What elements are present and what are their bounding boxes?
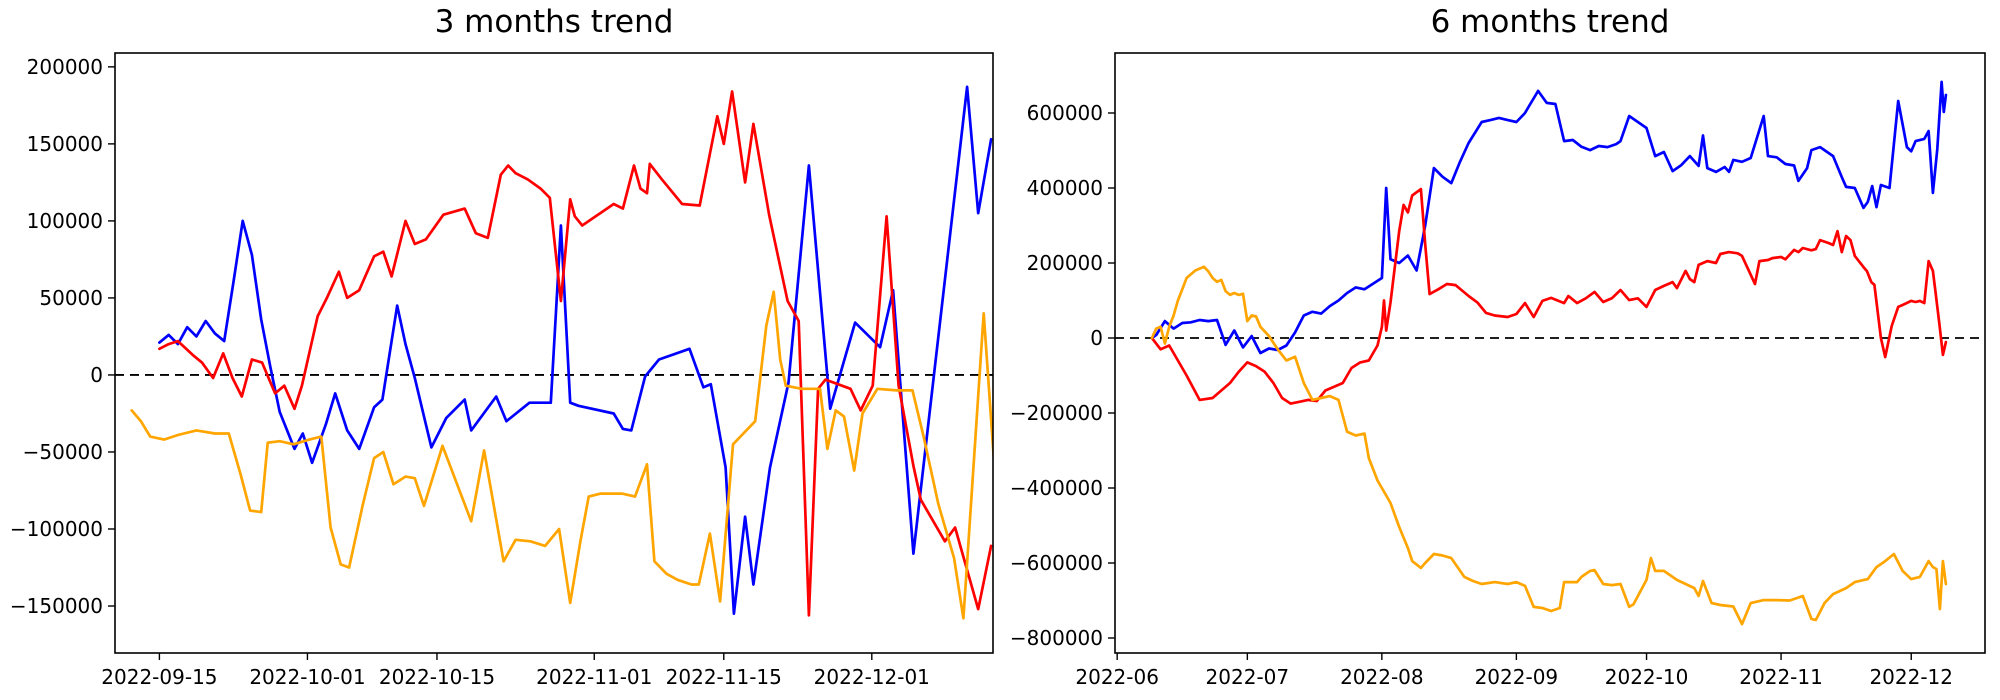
y-tick-label: 150000 (27, 132, 103, 156)
y-tick-label: −600000 (1010, 551, 1103, 575)
series-line-orange (1150, 265, 1948, 626)
y-tick-label: 400000 (1027, 176, 1103, 200)
y-tick-label: 100000 (27, 209, 103, 233)
x-tick-label: 2022-08 (1340, 665, 1424, 689)
series-line-red (1150, 187, 1948, 405)
chart-title-3-months: 3 months trend (434, 4, 674, 40)
x-tick-label: 2022-09-15 (101, 665, 217, 689)
y-tick-label: 50000 (39, 286, 103, 310)
x-tick-label: 2022-12-01 (814, 665, 930, 689)
x-tick-label: 2022-11-01 (536, 665, 652, 689)
chart-panel-1: 600000 400000 200000 0 −200000 −400000 −600000… (1010, 52, 1986, 689)
y-tick-label: 0 (1090, 326, 1103, 350)
chart-title-6-months: 6 months trend (1430, 4, 1670, 40)
x-tick-label: 2022-10-15 (379, 665, 495, 689)
y-tick-label: −150000 (10, 594, 103, 618)
x-tick-label: 2022-11-15 (666, 665, 782, 689)
x-tick-label: 2022-07 (1206, 665, 1290, 689)
plot-area-frame (1114, 52, 1986, 654)
x-tick-label: 2022-09 (1475, 665, 1559, 689)
y-tick-label: −800000 (1010, 626, 1103, 650)
y-tick-label: −400000 (1010, 476, 1103, 500)
plot-area-frame (114, 52, 994, 654)
series-line-blue (158, 85, 993, 616)
x-tick-label: 2022-12 (1869, 665, 1953, 689)
series-line-blue (1150, 80, 1948, 355)
y-tick-label: 600000 (1027, 101, 1103, 125)
series-line-red (158, 90, 993, 617)
y-tick-label: −50000 (23, 440, 103, 464)
x-tick-label: 2022-10 (1605, 665, 1689, 689)
y-tick-label: 200000 (27, 55, 103, 79)
x-tick-label: 2022-11 (1739, 665, 1823, 689)
y-tick-label: −100000 (10, 517, 103, 541)
x-tick-label: 2022-10-01 (249, 665, 365, 689)
y-tick-label: −200000 (1010, 401, 1103, 425)
y-tick-label: 0 (90, 363, 103, 387)
chart-panel-0: 200000 150000 100000 50000 0 −50000 −100000 −15… (10, 52, 994, 689)
series-line-orange (130, 290, 993, 620)
y-tick-label: 200000 (1027, 251, 1103, 275)
x-tick-label: 2022-06 (1075, 665, 1159, 689)
